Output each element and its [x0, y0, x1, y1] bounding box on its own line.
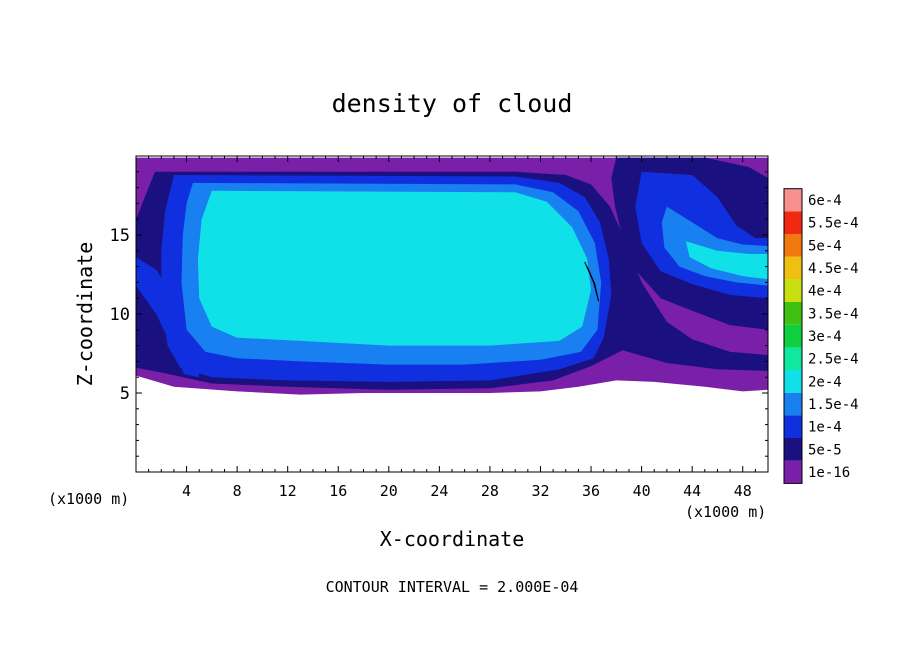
colorbar-swatch	[784, 211, 802, 234]
colorbar-label: 1e-16	[808, 465, 850, 481]
contour-region-main-cloud-core	[197, 190, 591, 346]
colorbar: 1e-16 5e-5 1e-4 1.5e-4 2e-4 2.5e-4 3e-4 3.5e-4 4…	[783, 188, 859, 484]
x-tick-label: 28	[481, 482, 499, 500]
x-tick-label: 24	[430, 482, 448, 500]
colorbar-swatch	[784, 256, 802, 280]
colorbar-label: 3.5e-4	[808, 306, 859, 322]
colorbar-swatch	[784, 302, 802, 325]
colorbar-swatch	[784, 188, 802, 212]
y-tick-label: 15	[110, 226, 130, 246]
x-tick-label: 44	[683, 482, 701, 500]
colorbar-swatch	[784, 347, 802, 370]
x-tick-label: 20	[380, 482, 398, 500]
colorbar-label: 6e-4	[808, 193, 842, 209]
x-unit-left: (x1000 m)	[48, 490, 129, 508]
x-tick-label: 16	[329, 482, 347, 500]
x-axis-label: X-coordinate	[380, 527, 525, 551]
colorbar-swatch	[784, 392, 802, 416]
colorbar-swatch	[784, 370, 802, 393]
x-tick-label: 36	[582, 482, 600, 500]
colorbar-frame	[783, 188, 803, 484]
contour-field	[136, 157, 768, 395]
colorbar-label: 1e-4	[808, 420, 842, 436]
contour-region-right-cloud-core	[685, 241, 768, 280]
colorbar-swatch	[784, 279, 802, 302]
colorbar-swatch	[784, 460, 802, 484]
colorbar-swatch	[784, 234, 802, 257]
contour-region-left-band	[136, 257, 200, 378]
y-tick-label: 5	[120, 384, 130, 404]
colorbar-label: 4e-4	[808, 284, 842, 300]
colorbar-label: 2e-4	[808, 374, 842, 390]
colorbar-label: 2.5e-4	[808, 352, 859, 368]
x-tick-label: 48	[734, 482, 752, 500]
y-axis-label: Z-coordinate	[73, 242, 97, 387]
x-tick-label: 8	[233, 482, 242, 500]
colorbar-label: 1.5e-4	[808, 397, 859, 413]
colorbar-swatch	[784, 415, 802, 438]
x-tick-label: 32	[531, 482, 549, 500]
x-tick-label: 40	[633, 482, 651, 500]
chart-title: density of cloud	[332, 89, 573, 118]
colorbar-label: 5e-5	[808, 442, 842, 458]
x-axis: 4 8 12 16 20 24 28 32 36 40 44 48	[148, 156, 756, 500]
x-tick-label: 4	[182, 482, 191, 500]
colorbar-label: 3e-4	[808, 329, 842, 345]
colorbar-label: 5.5e-4	[808, 216, 859, 232]
x-tick-label: 12	[279, 482, 297, 500]
y-axis: 5 10 15	[110, 171, 768, 457]
colorbar-label: 4.5e-4	[808, 261, 859, 277]
colorbar-swatch	[784, 324, 802, 348]
contour-line	[584, 261, 600, 302]
colorbar-label: 5e-4	[808, 238, 842, 254]
x-unit-right: (x1000 m)	[685, 503, 766, 521]
colorbar-swatch	[784, 438, 802, 461]
y-tick-label: 10	[110, 305, 130, 325]
contour-interval-note: CONTOUR INTERVAL = 2.000E-04	[326, 578, 579, 596]
